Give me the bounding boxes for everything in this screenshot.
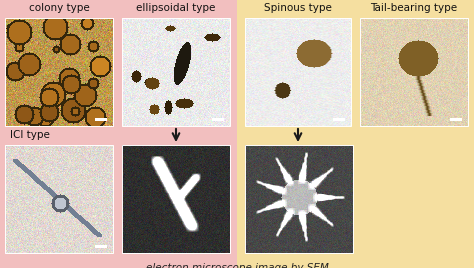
Bar (245, 145, 353, 253)
Text: ellipsoidal type: ellipsoidal type (137, 3, 216, 13)
Bar (450, 118, 462, 121)
Bar (245, 18, 351, 126)
Bar (5, 18, 113, 126)
Text: electron microscope image by SEM: electron microscope image by SEM (146, 263, 328, 268)
Bar (333, 118, 345, 121)
Text: Tail-bearing type: Tail-bearing type (371, 3, 457, 13)
Text: colony type: colony type (28, 3, 90, 13)
Bar (237, 0, 474, 268)
Bar (95, 118, 107, 121)
Text: Spinous type: Spinous type (264, 3, 332, 13)
Bar (95, 245, 107, 248)
Bar (5, 145, 113, 253)
Bar (122, 145, 230, 253)
Bar (360, 18, 468, 126)
Bar (122, 18, 230, 126)
Bar (212, 118, 224, 121)
Text: ICI type: ICI type (10, 130, 50, 140)
